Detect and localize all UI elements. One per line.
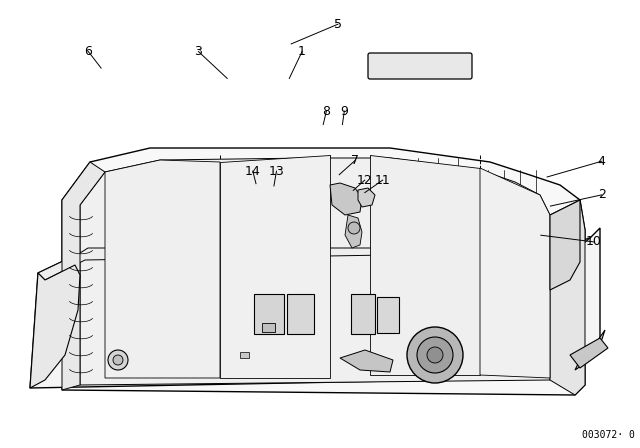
Text: 11: 11 (375, 173, 390, 187)
Polygon shape (62, 148, 585, 395)
FancyBboxPatch shape (239, 352, 248, 358)
Text: 5: 5 (334, 17, 342, 31)
Polygon shape (30, 228, 600, 388)
Polygon shape (358, 188, 375, 207)
Polygon shape (330, 183, 362, 215)
Text: 1: 1 (298, 45, 306, 58)
FancyBboxPatch shape (287, 294, 314, 334)
Polygon shape (370, 155, 480, 375)
Circle shape (348, 222, 360, 234)
Polygon shape (38, 238, 590, 280)
Circle shape (427, 347, 443, 363)
Polygon shape (220, 155, 330, 378)
Polygon shape (105, 160, 220, 378)
Text: 3: 3 (195, 45, 202, 58)
Text: 4: 4 (598, 155, 605, 168)
Text: 6: 6 (84, 45, 92, 58)
Polygon shape (575, 330, 605, 370)
Text: 12: 12 (357, 173, 372, 187)
Circle shape (417, 337, 453, 373)
Text: 7: 7 (351, 154, 359, 167)
FancyBboxPatch shape (254, 294, 284, 334)
Text: 2: 2 (598, 188, 605, 202)
Text: 9: 9 (340, 104, 348, 118)
Text: 8: 8 (323, 104, 330, 118)
Polygon shape (480, 168, 550, 378)
Polygon shape (570, 338, 608, 368)
FancyBboxPatch shape (377, 297, 399, 333)
FancyBboxPatch shape (368, 53, 472, 79)
Polygon shape (345, 215, 362, 248)
Polygon shape (62, 162, 105, 390)
Circle shape (113, 355, 123, 365)
Polygon shape (340, 350, 393, 372)
FancyBboxPatch shape (262, 323, 275, 332)
FancyBboxPatch shape (351, 294, 375, 334)
Polygon shape (550, 200, 580, 290)
Text: 003072· 0: 003072· 0 (582, 430, 635, 440)
Circle shape (407, 327, 463, 383)
Polygon shape (30, 265, 80, 388)
Circle shape (108, 350, 128, 370)
Text: 13: 13 (269, 164, 284, 178)
Polygon shape (550, 200, 585, 395)
Text: 10: 10 (586, 235, 602, 249)
Polygon shape (80, 158, 550, 385)
Text: 14: 14 (245, 164, 260, 178)
